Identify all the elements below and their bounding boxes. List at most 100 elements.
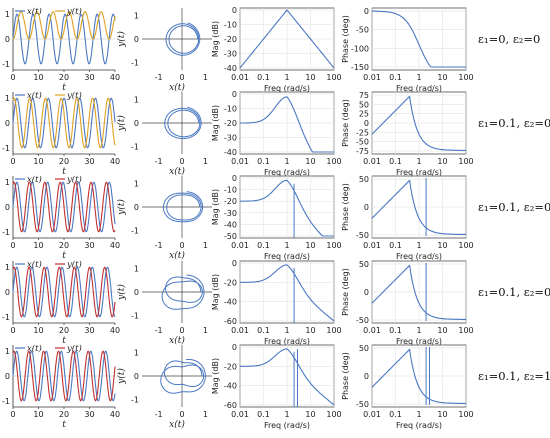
y-tick-label: -50: [356, 26, 369, 35]
x-axis-label: Freq (rad/s): [264, 168, 310, 177]
phase-line: [371, 10, 467, 68]
y-axis-label: y(t): [116, 368, 127, 385]
x-tick-label: 1: [416, 73, 421, 82]
y-tick-label: 0: [5, 203, 10, 212]
y-tick-label: -10: [224, 21, 237, 30]
y-tick-label: -40: [224, 298, 237, 307]
x-tick-label: 10: [437, 157, 447, 166]
bode-phase: 50 0 -500.01 0.1 1 10 100 Freq (rad/s) Phase (de…: [341, 175, 474, 261]
x-tick-label: 20: [59, 241, 69, 250]
legend-x-label: x(t): [27, 259, 42, 270]
y-tick-label: -30: [224, 209, 237, 218]
trajectory-line: [165, 22, 201, 56]
y-axis-label: Phase (deg): [341, 352, 350, 400]
y-tick-label: -40: [224, 148, 237, 157]
x-tick-label: -1: [155, 326, 163, 335]
x-tick-label: 10: [437, 326, 447, 335]
legend-x-label: x(t): [27, 6, 42, 17]
x-axis-label: Freq (rad/s): [396, 252, 442, 261]
x-tick-label: 1: [203, 157, 208, 166]
x-tick-label: 0: [10, 241, 15, 250]
x-tick-label: 0.1: [257, 326, 270, 335]
row-parameter-label: ε₁=0.1, ε₂=1: [478, 369, 550, 383]
x-tick-label: 20: [59, 157, 69, 166]
y-tick-label: 1: [5, 347, 10, 356]
x-tick-label: 100: [326, 241, 341, 250]
x-tick-label: 100: [326, 73, 341, 82]
y-tick-label: 0: [5, 288, 10, 297]
y-tick-label: -30: [224, 134, 237, 143]
x-tick-label: 40: [110, 241, 120, 250]
x-tick-label: 1: [203, 326, 208, 335]
x-tick-label: 100: [326, 326, 341, 335]
x-tick-label: 0.01: [363, 326, 381, 335]
y-axis-label: Mag (dB): [211, 189, 220, 225]
y-axis-label: Phase (deg): [341, 183, 350, 231]
x-tick-label: 10: [437, 73, 447, 82]
y-axis-label: Phase (deg): [341, 268, 350, 316]
series-y-line: [12, 11, 116, 40]
y-tick-label: -1: [131, 58, 139, 67]
x-tick-label: 10: [33, 157, 43, 166]
x-tick-label: 0: [10, 410, 15, 419]
legend-x-label: x(t): [27, 90, 42, 101]
x-tick-label: 0.1: [389, 410, 402, 419]
x-tick-label: 0.01: [363, 241, 381, 250]
magnitude-line: [239, 96, 335, 153]
y-tick-label: -1: [131, 311, 139, 320]
y-tick-label: 0: [134, 119, 139, 128]
x-axis-label: Freq (rad/s): [264, 421, 310, 430]
x-tick-label: 1: [203, 241, 208, 250]
x-axis-label: t: [62, 251, 66, 261]
y-tick-label: -30: [224, 50, 237, 59]
x-tick-label: -1: [155, 157, 163, 166]
y-tick-label: 0: [364, 288, 369, 297]
trajectory-line: [162, 191, 204, 223]
x-tick-label: 10: [305, 326, 315, 335]
x-axis-label: x(t): [169, 335, 185, 346]
y-axis-label: Mag (dB): [211, 274, 220, 310]
row-parameter-label: ε₁=0.1, ε₂=0.5: [478, 285, 550, 299]
magnitude-line: [239, 348, 335, 406]
x-tick-label: 10: [33, 241, 43, 250]
x-tick-label: 1: [284, 157, 289, 166]
y-tick-label: -50: [356, 138, 369, 147]
y-tick-label: 0: [134, 288, 139, 297]
y-axis-label: Mag (dB): [211, 358, 220, 394]
x-tick-label: 100: [458, 241, 473, 250]
x-tick-label: 1: [284, 410, 289, 419]
x-tick-label: -1: [155, 73, 163, 82]
x-tick-label: 40: [110, 157, 120, 166]
y-tick-label: 1: [134, 265, 139, 274]
y-tick-label: -40: [224, 382, 237, 391]
magnitude-line: [239, 9, 335, 69]
x-tick-label: 1: [284, 326, 289, 335]
y-tick-label: -50: [224, 232, 237, 241]
phase-portrait: -1 0 1 1 0 -1 x(t) y(t): [116, 92, 212, 177]
y-tick-label: -20: [224, 119, 237, 128]
y-tick-label: -50: [356, 231, 369, 240]
x-tick-label: 10: [305, 241, 315, 250]
x-tick-label: 40: [110, 410, 120, 419]
bode-magnitude: 0 -10 -20 -30 -400.01 0.1 1 10 100 Freq (rad/s) Ma…: [211, 6, 342, 93]
y-tick-label: 1: [134, 96, 139, 105]
x-tick-label: 100: [326, 157, 341, 166]
x-tick-label: 1: [416, 326, 421, 335]
y-tick-label: 50: [359, 100, 369, 109]
y-tick-label: 0: [364, 203, 369, 212]
y-axis-label: y(t): [116, 31, 127, 48]
x-tick-label: 20: [59, 73, 69, 82]
x-axis-label: Freq (rad/s): [396, 84, 442, 93]
x-tick-label: 0.01: [231, 326, 249, 335]
y-tick-label: 0: [364, 119, 369, 128]
y-tick-label: -10: [224, 105, 237, 114]
x-tick-label: 0.1: [257, 73, 270, 82]
y-tick-label: -20: [224, 35, 237, 44]
bode-magnitude: 0 -10 -20 -30 -40 -500.01 0.1 1 10 100 Freq (rad/s…: [211, 174, 342, 261]
